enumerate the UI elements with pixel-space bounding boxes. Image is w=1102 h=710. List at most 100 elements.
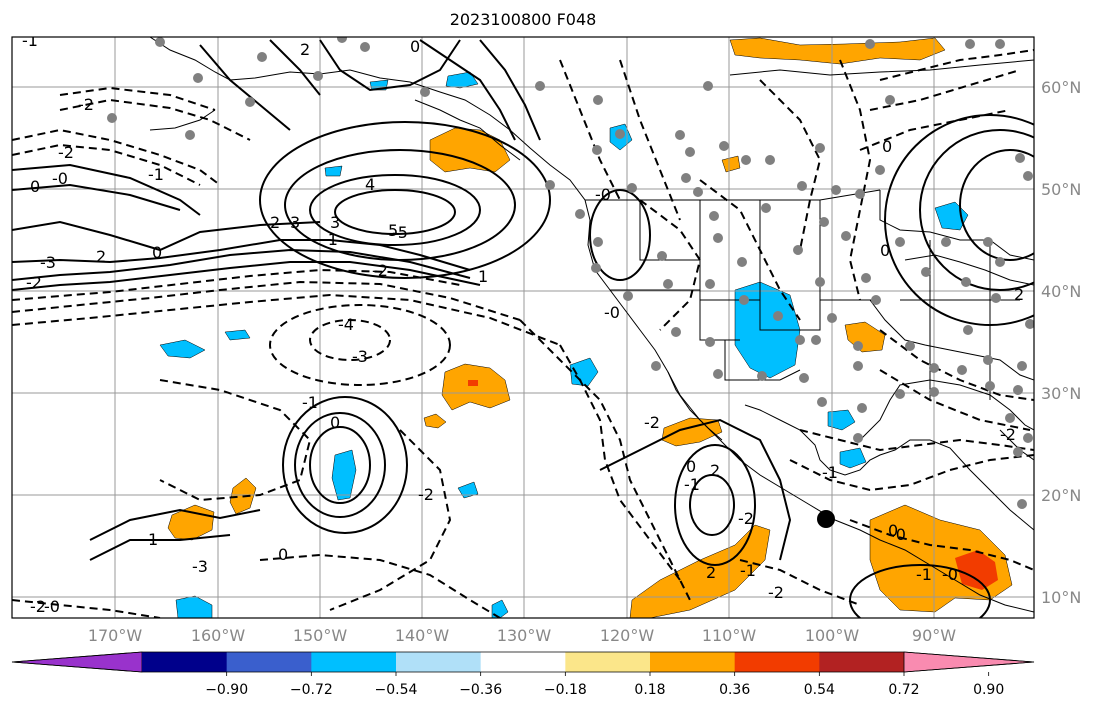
negative-area [324,165,343,177]
contour-label: -0 [604,303,620,322]
colorbar-tick-label: 0.36 [719,682,750,698]
contour-label: -1 [684,475,700,494]
contour-label: 5 [388,221,398,240]
colorbar-tick-label: 0.18 [634,682,665,698]
contour-label: 0 [888,521,898,540]
colorbar-tick-label: 0.72 [888,682,919,698]
colorbar-tick-label: −0.36 [459,682,502,698]
contour-label: 1 [148,530,158,549]
contour-label: -0 [595,185,611,204]
positive-area [629,524,771,618]
colorbar-tick-label: −0.18 [544,682,587,698]
contour-label: 0 [882,137,892,156]
lon-label: 150°W [293,626,348,645]
contour-label: 2 [710,461,720,480]
lon-label: 160°W [191,626,246,645]
colorbar-segment [565,652,651,672]
latitude-labels: 60°N 50°N 40°N 30°N 20°N 10°N [1041,78,1081,607]
contour-label: -3 [40,253,56,272]
black-marker [817,510,835,528]
contour-label: 0 [152,243,162,262]
contour-label: -3 [352,347,368,366]
contour-label: -0 [52,169,68,188]
contour-label: -2 [644,413,660,432]
station-markers [107,37,1034,509]
contour-label: 0 [30,177,40,196]
contour-label: -0 [44,597,60,616]
negative-area [445,71,479,89]
colorbar-extend-low [11,651,143,673]
shaded-field [159,37,1013,618]
colorbar: −0.90 −0.72 −0.54 −0.36 −0.18 0.18 0.36 0.54 0.7… [11,651,1035,698]
lat-label: 20°N [1041,486,1081,505]
lon-label: 170°W [88,626,143,645]
contour-label: -1 [22,31,38,50]
contour-label: -2 [30,597,46,616]
contour-label: -1 [822,463,838,482]
map-frame [11,36,1035,619]
contour-label: 0 [686,457,696,476]
contour-labels: -1 2 0-2-20 -0 -143-222-25-3-1 -530-4-3-10-31… [22,31,1024,616]
lat-label: 30°N [1041,384,1081,403]
negative-area [159,339,206,359]
positive-area [423,413,447,429]
colorbar-segment [142,652,228,672]
contour-label: -2 [418,485,434,504]
negative-area [224,329,251,341]
contour-label: 3 [290,213,300,232]
contour-label: -2 [1000,425,1016,444]
contour-label: -1 [740,561,756,580]
contour-label: 0 [278,545,288,564]
lon-label: 110°W [702,626,757,645]
colorbar-segment [650,652,736,672]
colorbar-tick-label: 0.54 [804,682,835,698]
colorbar-segment [819,652,905,672]
colorbar-segment [734,652,820,672]
contour-label: 4 [365,175,375,194]
positive-area [661,417,723,447]
positive-area [721,155,741,173]
colorbar-tick-label: −0.72 [290,682,333,698]
lon-label: 120°W [600,626,655,645]
colorbar-extend-high [903,651,1035,673]
contour-label: 0 [410,37,420,56]
contour-label: 2 [706,563,716,582]
colorbar-segment [226,652,312,672]
lon-label: 140°W [395,626,450,645]
lat-label: 10°N [1041,588,1081,607]
colorbar-tick-label: −0.54 [375,682,418,698]
lon-label: 130°W [497,626,552,645]
figure-title: 2023100800 F048 [450,10,597,29]
positive-area [729,37,946,65]
contour-label: -2 [372,261,388,280]
contour-label: -1 [916,565,932,584]
map-panel: -1 2 0-2-20 -0 -143-222-25-3-1 -530-4-3-10-31… [11,31,1035,619]
contour-label: 2 [270,213,280,232]
negative-area [569,357,599,387]
contour-label: 2 [96,247,106,266]
contour-label: -1 [322,230,338,249]
negative-area [491,599,509,618]
positive-area [441,363,511,411]
contour-label: -0 [890,525,906,544]
contour-label: -2 [738,509,754,528]
negative-area [839,447,867,469]
lat-label: 50°N [1041,180,1081,199]
colorbar-outline [11,651,1035,673]
contour-label: -2 [26,273,42,292]
contour-lines [12,39,1034,618]
contour-label: -1 [148,165,164,184]
contour-label: -2 [78,95,94,114]
contour-label: -4 [338,315,354,334]
graticule [12,37,1034,618]
contour-label: 2 [1014,285,1024,304]
lat-label: 40°N [1041,282,1081,301]
longitude-labels: 170°W 160°W 150°W 140°W 130°W 120°W 110°… [88,626,956,645]
high-positive-area [955,550,998,590]
contour-label: -1 [302,393,318,412]
contour-label: -0 [942,565,958,584]
contour-label: 2 [300,40,310,59]
contour-label: -2 [58,143,74,162]
colorbar-segment [396,652,482,672]
negative-area [827,409,856,431]
